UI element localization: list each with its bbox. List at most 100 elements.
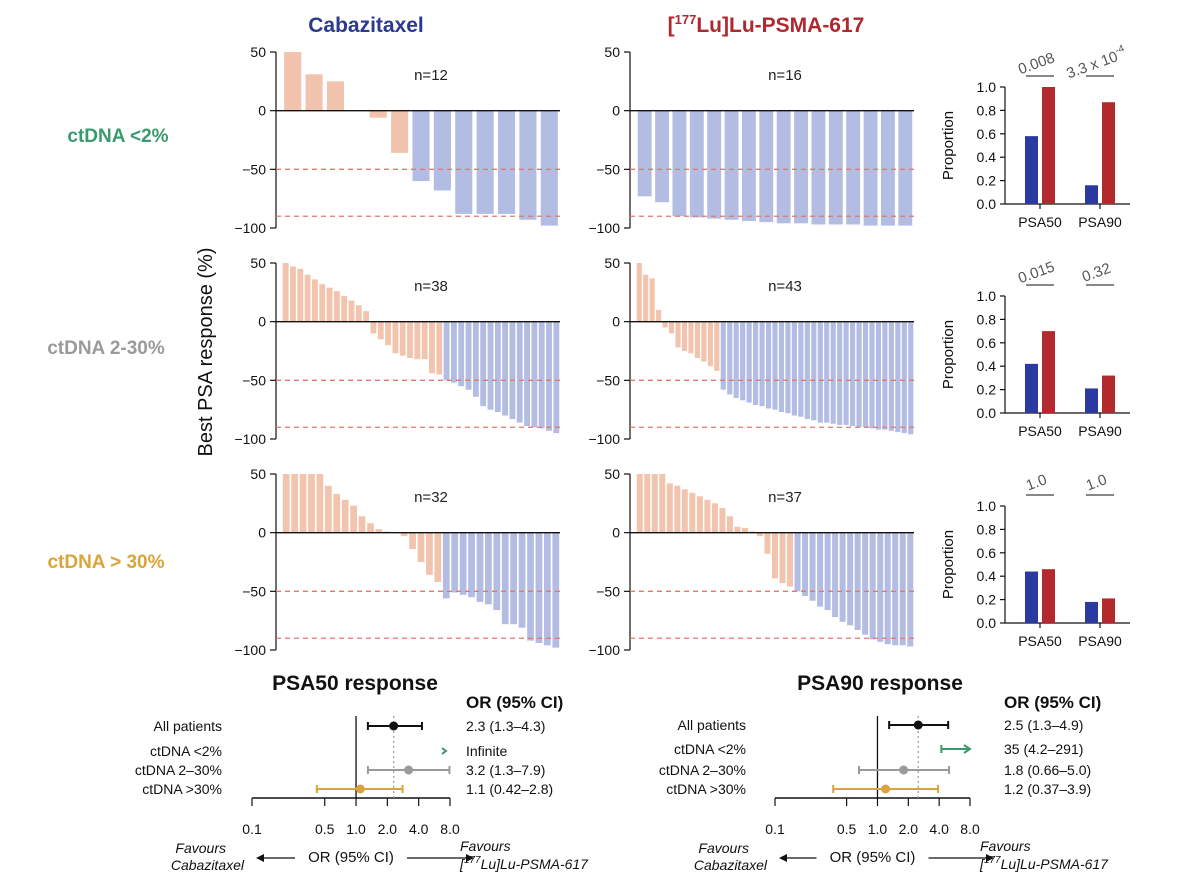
forest-or-text: 2.3 (1.3–4.3): [466, 718, 545, 734]
waterfall-bar: [776, 110, 791, 224]
waterfall-bar: [476, 110, 494, 214]
y-tick-label: 1.0: [977, 288, 997, 304]
waterfall-bar: [370, 321, 377, 334]
favours-left-line1: Favours: [698, 840, 749, 856]
y-tick-label: 0: [258, 314, 266, 330]
waterfall-bar: [363, 311, 370, 322]
waterfall-bar: [377, 321, 384, 340]
waterfall-bar: [787, 532, 794, 587]
y-tick-label: 0.2: [977, 592, 997, 608]
waterfall-bar: [756, 532, 763, 537]
waterfall-bar: [341, 295, 348, 322]
waterfall-bar: [636, 263, 642, 322]
waterfall-bar: [888, 321, 894, 431]
forest-title: PSA50 response: [272, 672, 438, 695]
waterfall-bar: [734, 526, 741, 533]
row-label-ctdna-high: ctDNA > 30%: [47, 552, 164, 573]
waterfall-bar: [308, 474, 315, 533]
y-tick-label: −100: [588, 220, 620, 236]
row-label-ctdna-mid: ctDNA 2-30%: [47, 338, 165, 359]
waterfall-bar: [733, 321, 739, 398]
waterfall-bar: [493, 532, 501, 611]
waterfall-bar: [644, 474, 651, 533]
y-tick-label: −100: [588, 431, 620, 447]
forest-or-text: 2.5 (1.3–4.9): [1004, 717, 1083, 733]
waterfall-bar: [519, 110, 537, 220]
waterfall-bar: [465, 321, 472, 390]
y-tick-label: −50: [242, 583, 266, 599]
waterfall-bar: [811, 110, 826, 225]
waterfall-bar: [854, 532, 861, 631]
forest-point: [913, 720, 923, 730]
waterfall-bar: [282, 474, 290, 533]
waterfall-bar: [434, 532, 442, 582]
y-tick-label: −50: [596, 372, 620, 388]
waterfall-bar: [472, 321, 479, 397]
waterfall-bar: [553, 321, 560, 434]
waterfall-bar: [502, 321, 509, 416]
waterfall-bar: [707, 110, 722, 219]
forest-x-axis-label: OR (95% CI): [308, 849, 394, 866]
waterfall-bar: [487, 321, 494, 410]
forest-x-tick-label: 0.5: [837, 821, 857, 837]
waterfall-bar: [837, 321, 843, 425]
y-tick-label: −50: [242, 372, 266, 388]
waterfall-bar: [719, 508, 726, 533]
x-tick-label: PSA50: [1018, 214, 1062, 230]
waterfall-bar: [367, 523, 374, 533]
waterfall-bar: [297, 268, 304, 322]
cabazitaxel-proportion-bar: [1085, 185, 1098, 204]
waterfall-bar: [772, 321, 778, 410]
waterfall-bar: [779, 532, 786, 584]
y-axis-label: Proportion: [940, 320, 957, 389]
p-value-label: 0.32: [1080, 260, 1113, 286]
favours-right-arrowhead: [466, 854, 474, 862]
forest-or-text: 1.8 (0.66–5.0): [1004, 762, 1091, 778]
y-tick-label: −50: [596, 583, 620, 599]
waterfall-bar: [284, 52, 302, 111]
forest-point: [899, 765, 909, 775]
lu-psma-proportion-bar: [1042, 87, 1055, 204]
favours-right-line1: Favours: [980, 838, 1031, 854]
waterfall-bar: [417, 532, 425, 562]
forest-x-axis-label: OR (95% CI): [830, 849, 916, 866]
x-tick-label: PSA90: [1078, 633, 1122, 649]
waterfall-bar: [727, 321, 733, 395]
waterfall-bar: [290, 266, 296, 322]
waterfall-panel-6: 50 0 −50 −100 n=32: [234, 466, 560, 658]
waterfall-bar: [714, 321, 720, 371]
waterfall-bar: [802, 532, 809, 597]
waterfall-bar: [637, 110, 652, 197]
forest-x-tick-label: 8.0: [440, 821, 460, 837]
waterfall-bar: [701, 321, 707, 362]
y-tick-label: 0.0: [977, 196, 997, 212]
y-tick-label: 0.6: [977, 545, 997, 561]
x-tick-label: PSA90: [1078, 214, 1122, 230]
waterfall-bar: [651, 474, 658, 533]
chart-panels: 50 0 −50 −100 n=12 50 0 −50 −100 n=16 50 0 −50 −100 n=…: [135, 43, 1130, 873]
waterfall-bar: [882, 321, 888, 430]
waterfall-bar: [501, 532, 509, 625]
waterfall-bar: [741, 527, 748, 533]
waterfall-bar: [414, 321, 421, 360]
waterfall-bar: [689, 110, 704, 218]
waterfall-bar: [849, 321, 856, 427]
y-tick-label: 0.0: [977, 615, 997, 631]
waterfall-bar: [429, 321, 435, 374]
lu-psma-proportion-bar: [1102, 375, 1115, 413]
waterfall-bar: [516, 321, 523, 423]
waterfall-bar: [675, 321, 681, 348]
x-tick-label: PSA90: [1078, 423, 1122, 439]
lu-psma-proportion-bar: [1102, 598, 1115, 623]
y-axis-label: Proportion: [940, 530, 957, 599]
waterfall-bar: [869, 321, 875, 429]
y-tick-label: −100: [234, 220, 266, 236]
forest-x-tick-label: 4.0: [929, 821, 949, 837]
waterfall-bar: [476, 532, 484, 602]
waterfall-bar: [497, 110, 516, 214]
waterfall-bar: [696, 496, 703, 533]
waterfall-bar: [649, 278, 655, 322]
waterfall-bar: [720, 321, 726, 390]
y-tick-label: 0.0: [977, 405, 997, 421]
forest-point: [404, 765, 414, 775]
